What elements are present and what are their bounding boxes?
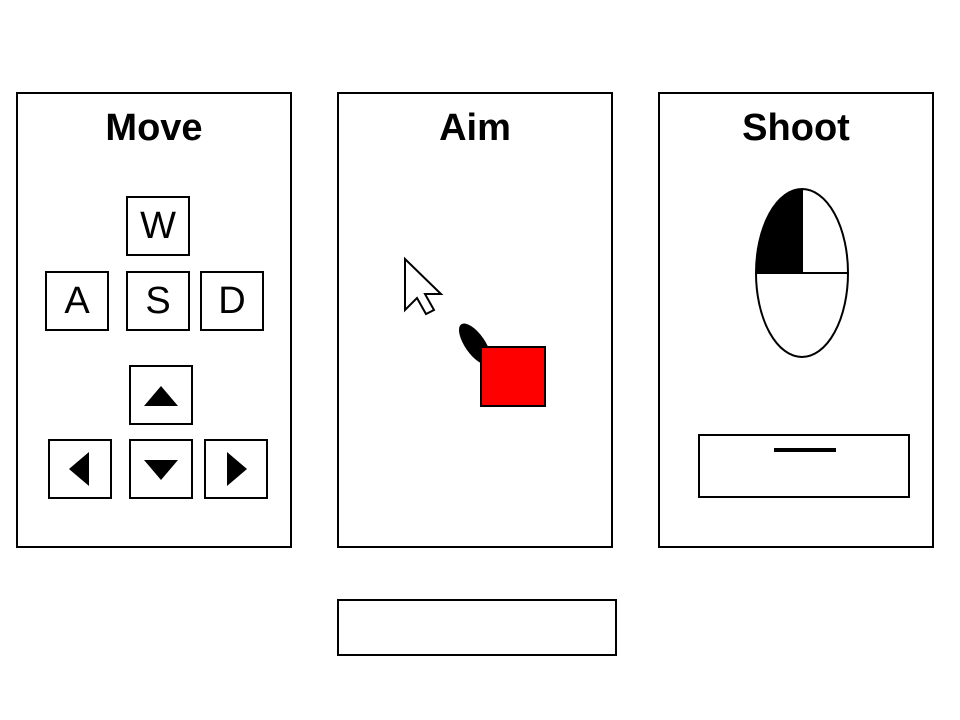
- aim-panel: Aim: [337, 92, 613, 548]
- key-arrow-left: [48, 439, 112, 499]
- key-d: D: [200, 271, 264, 331]
- key-d-label: D: [218, 280, 246, 322]
- shoot-panel: Shoot: [658, 92, 934, 548]
- key-s: S: [126, 271, 190, 331]
- arrow-right-icon: [227, 452, 247, 486]
- arrow-left-icon: [69, 452, 89, 486]
- move-title: Move: [105, 107, 203, 149]
- key-w-label: W: [140, 205, 176, 247]
- bottom-bar: [337, 599, 617, 656]
- arrow-up-icon: [144, 386, 178, 406]
- key-arrow-right: [204, 439, 268, 499]
- key-a-label: A: [64, 280, 90, 322]
- key-w: W: [126, 196, 190, 256]
- aim-title: Aim: [439, 107, 511, 149]
- spacebar-icon: [698, 434, 910, 498]
- mouse-left-button: [756, 189, 802, 273]
- key-s-label: S: [145, 280, 171, 322]
- mouse-icon: [755, 188, 849, 358]
- arrow-down-icon: [144, 460, 178, 480]
- key-arrow-down: [129, 439, 193, 499]
- key-a: A: [45, 271, 109, 331]
- shoot-title: Shoot: [742, 107, 850, 149]
- key-arrow-up: [129, 365, 193, 425]
- aim-scene: [404, 256, 546, 407]
- player-icon: [458, 323, 546, 407]
- spacebar-marker: [774, 448, 836, 452]
- cursor-icon: [404, 256, 444, 316]
- move-panel: Move W A S D: [16, 92, 292, 548]
